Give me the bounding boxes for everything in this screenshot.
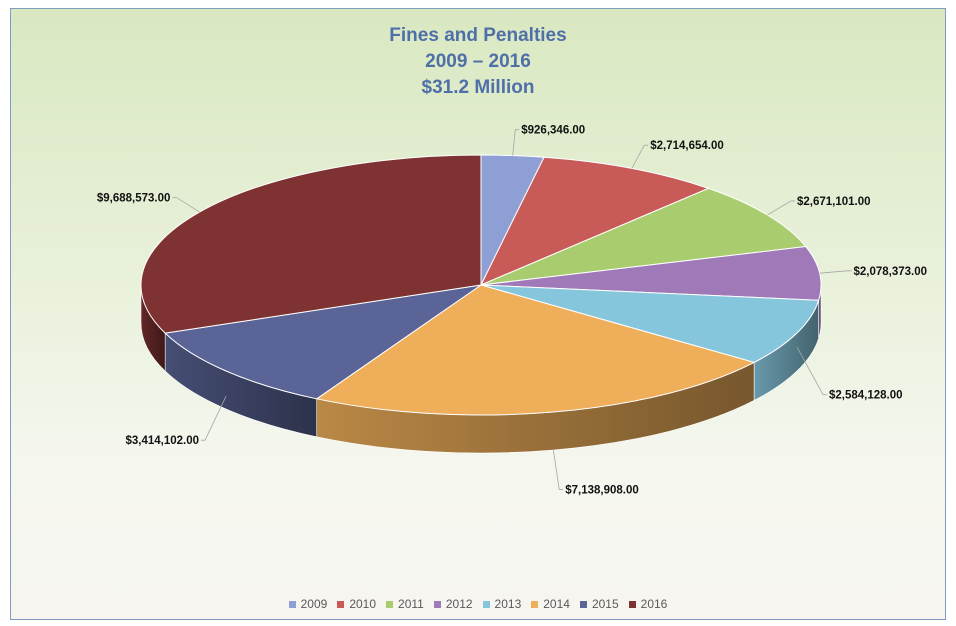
legend-item-2016: 2016 bbox=[628, 597, 668, 611]
legend-swatch-2013 bbox=[482, 600, 490, 608]
pie-slice-2013 bbox=[480, 284, 820, 363]
pie-top-faces bbox=[140, 154, 822, 416]
legend-label-2014: 2014 bbox=[543, 597, 570, 611]
legend-label-2015: 2015 bbox=[591, 597, 619, 611]
pie-slice-2012 bbox=[480, 246, 822, 301]
data-label-2015: $3,414,102.00 bbox=[125, 435, 199, 447]
chart-area: Fines and Penalties 2009 – 2016 $31.2 Mi… bbox=[10, 8, 946, 620]
leader-line-2016 bbox=[172, 197, 200, 213]
pie-slice-2016 bbox=[140, 154, 482, 334]
leader-line-2011 bbox=[767, 200, 795, 216]
legend-swatch-2015 bbox=[579, 600, 587, 608]
legend-label-2011: 2011 bbox=[398, 597, 424, 611]
legend-item-2011: 2011 bbox=[386, 597, 424, 611]
pie-data-labels: $926,346.00 $2,714,654.00 $2,671,101.00 $2,… bbox=[97, 125, 927, 497]
legend-label-2009: 2009 bbox=[300, 597, 328, 611]
legend-item-2015: 2015 bbox=[579, 597, 619, 611]
leader-line-2010 bbox=[631, 144, 649, 169]
legend-swatch-2016 bbox=[628, 600, 636, 608]
data-label-2014: $7,138,908.00 bbox=[565, 484, 639, 496]
pie-slice-2011 bbox=[480, 187, 807, 286]
legend-swatch-2010 bbox=[337, 600, 345, 608]
data-label-2009: $926,346.00 bbox=[521, 125, 585, 137]
chart-legend: 2009 2010 2011 2012 2013 2014 2015 2016 bbox=[11, 597, 945, 611]
pie-chart: $926,346.00 $2,714,654.00 $2,671,101.00 $2,… bbox=[97, 125, 927, 497]
data-label-2013: $2,584,128.00 bbox=[829, 390, 903, 402]
legend-label-2013: 2013 bbox=[494, 597, 522, 611]
chart-title: Fines and Penalties 2009 – 2016 $31.2 Mi… bbox=[11, 23, 945, 101]
chart-title-line-2: 2009 – 2016 bbox=[425, 51, 531, 72]
legend-swatch-2014 bbox=[531, 600, 539, 608]
legend-item-2012: 2012 bbox=[433, 597, 473, 611]
legend-item-2009: 2009 bbox=[288, 597, 328, 611]
legend-label-2016: 2016 bbox=[640, 597, 668, 611]
pie-slice-2015 bbox=[164, 284, 482, 400]
chart-title-line-1: Fines and Penalties bbox=[389, 25, 567, 46]
data-label-2011: $2,671,101.00 bbox=[797, 196, 871, 208]
pie-slice-2010 bbox=[479, 156, 710, 286]
legend-label-2012: 2012 bbox=[445, 597, 473, 611]
legend-swatch-2012 bbox=[433, 600, 441, 608]
leader-line-2012 bbox=[819, 270, 852, 274]
legend-item-2013: 2013 bbox=[482, 597, 522, 611]
data-label-2012: $2,078,373.00 bbox=[853, 266, 927, 278]
leader-line-2014 bbox=[552, 449, 564, 490]
pie-slice-2014 bbox=[315, 284, 756, 416]
leader-line-2015 bbox=[201, 395, 227, 441]
chart-title-line-3: $31.2 Million bbox=[421, 77, 535, 98]
legend-item-2014: 2014 bbox=[531, 597, 570, 611]
leader-line-2013 bbox=[796, 346, 828, 395]
data-label-2016: $9,688,573.00 bbox=[97, 192, 171, 204]
data-label-2010: $2,714,654.00 bbox=[650, 140, 724, 152]
legend-item-2010: 2010 bbox=[337, 597, 376, 611]
leader-line-2009 bbox=[512, 129, 520, 156]
legend-swatch-2009 bbox=[288, 600, 296, 608]
legend-swatch-2011 bbox=[386, 600, 394, 608]
legend-label-2010: 2010 bbox=[349, 597, 377, 611]
